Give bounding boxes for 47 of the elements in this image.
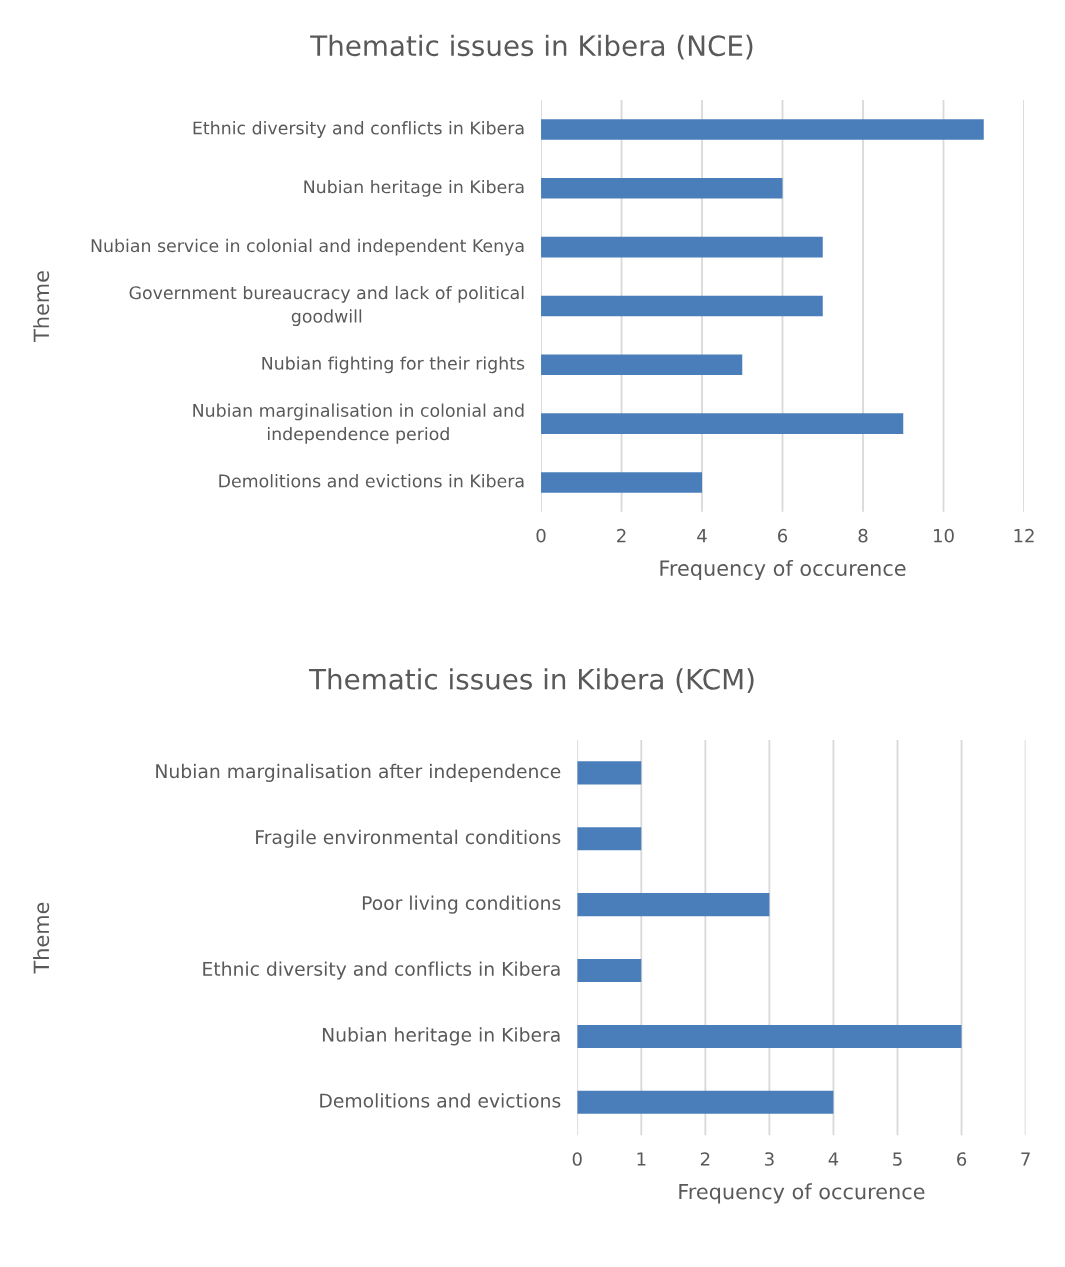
bar — [541, 472, 703, 493]
x-tick-label: 2 — [617, 528, 626, 543]
y-tick-label: Nubian service in colonial and independent Kenya — [91, 238, 524, 256]
y-tick-label: Nubian heritage in Kibera — [322, 1027, 560, 1046]
x-tick-label: 5 — [893, 1152, 902, 1166]
x-tick-label: 6 — [957, 1152, 967, 1166]
y-tick-label: Nubian marginalisation in colonial and independence period — [193, 403, 524, 444]
bar — [577, 958, 642, 983]
x-axis-title: Frequency of occurence — [679, 1183, 925, 1204]
bar — [577, 893, 770, 917]
y-tick-label: Nubian fighting for their rights — [262, 356, 525, 374]
y-axis-title: Theme — [33, 902, 50, 974]
chart-title: Thematic issues in Kibera (NCE) — [310, 34, 753, 60]
x-tick-label: 3 — [765, 1152, 774, 1166]
bar — [541, 413, 904, 434]
bar — [541, 119, 984, 140]
bar — [577, 1090, 834, 1114]
x-tick-label: 12 — [1014, 528, 1034, 543]
x-tick-label: 7 — [1021, 1152, 1030, 1166]
y-axis-title: Theme — [33, 271, 50, 342]
y-tick-label: Demolitions and evictions — [320, 1093, 561, 1108]
x-tick-label: 8 — [858, 528, 868, 543]
bar — [541, 354, 743, 376]
x-tick-label: 4 — [828, 1152, 839, 1166]
bar — [577, 761, 642, 785]
x-tick-label: 6 — [778, 528, 788, 543]
y-tick-label: Nubian marginalisation after independence — [156, 763, 561, 782]
y-tick-label: Poor living conditions — [362, 895, 561, 914]
y-tick-label: Government bureaucracy and lack of political goodwill — [129, 285, 524, 327]
y-tick-label: Demolitions and evictions in Kibera — [219, 474, 524, 488]
y-tick-label: Fragile environmental conditions — [256, 829, 561, 848]
bar — [577, 1024, 962, 1048]
x-tick-label: 1 — [637, 1152, 646, 1166]
bar — [541, 178, 783, 199]
x-tick-label: 2 — [700, 1152, 710, 1166]
y-tick-label: Nubian heritage in Kibera — [304, 179, 524, 197]
y-tick-label: Ethnic diversity and conflicts in Kibera — [203, 961, 560, 980]
x-tick-label: 0 — [536, 528, 546, 543]
x-tick-label: 0 — [572, 1152, 582, 1166]
bar — [577, 827, 642, 851]
x-axis-title: Frequency of occurence — [660, 559, 906, 581]
x-tick-label: 10 — [934, 528, 954, 543]
bar — [541, 295, 823, 317]
x-tick-label: 4 — [697, 529, 707, 543]
y-tick-label: Ethnic diversity and conflicts in Kibera — [193, 121, 524, 138]
chart-title: Thematic issues in Kibera (KCM) — [308, 668, 754, 693]
bar — [541, 236, 823, 258]
